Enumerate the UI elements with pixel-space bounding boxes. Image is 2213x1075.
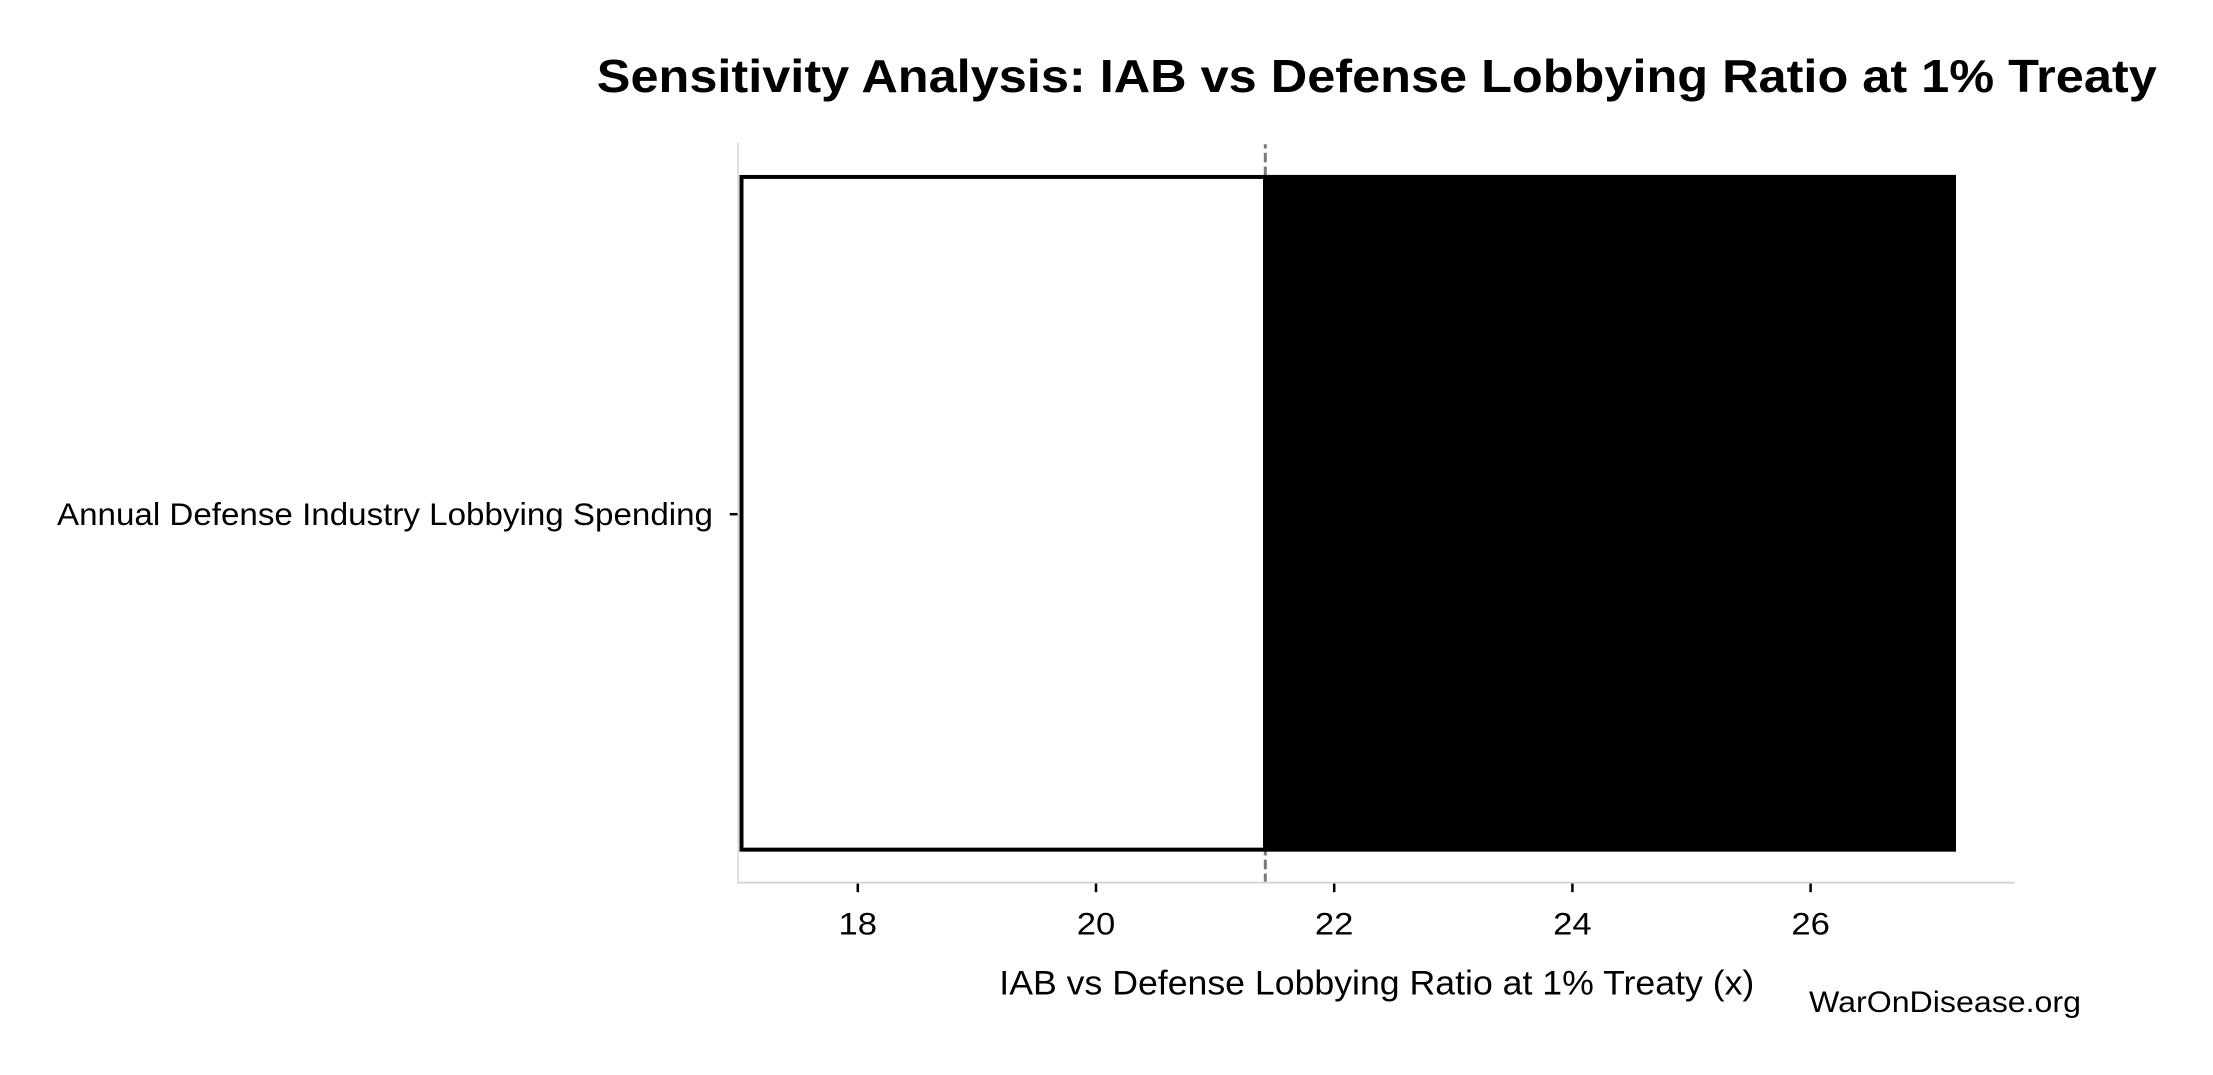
svg-text:Sensitivity Analysis: IAB vs D: Sensitivity Analysis: IAB vs Defense Lob… (597, 50, 2157, 102)
svg-text:26: 26 (1791, 907, 1830, 942)
svg-text:IAB vs Defense Lobbying Ratio: IAB vs Defense Lobbying Ratio at 1% Trea… (999, 965, 1754, 1003)
svg-text:20: 20 (1077, 907, 1116, 942)
svg-text:22: 22 (1315, 907, 1354, 942)
svg-text:18: 18 (839, 907, 878, 942)
svg-text:Annual Defense Industry Lobbyi: Annual Defense Industry Lobbying Spendin… (57, 497, 713, 532)
svg-text:24: 24 (1553, 907, 1592, 942)
svg-text:WarOnDisease.org: WarOnDisease.org (1809, 986, 2081, 1019)
